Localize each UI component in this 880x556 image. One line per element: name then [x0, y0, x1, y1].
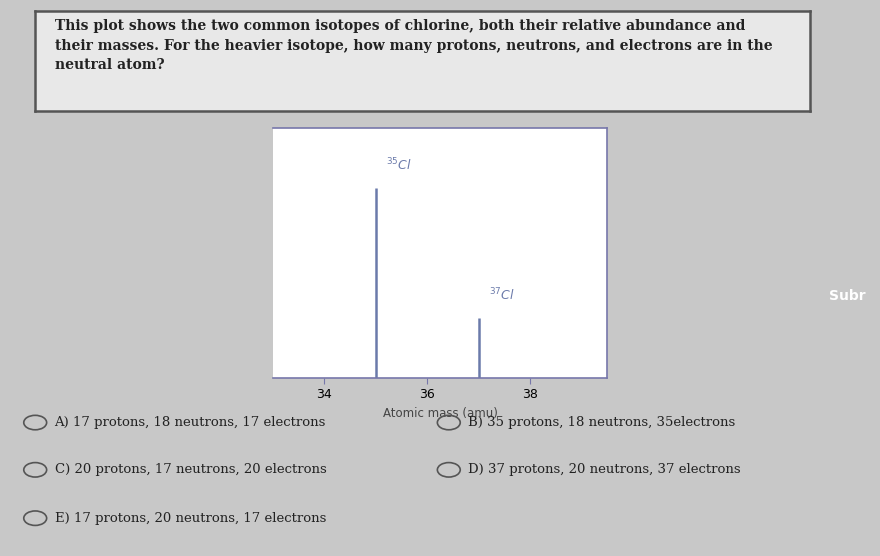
Text: C) 20 protons, 17 neutrons, 20 electrons: C) 20 protons, 17 neutrons, 20 electrons — [55, 463, 326, 476]
Text: B) 35 protons, 18 neutrons, 35electrons: B) 35 protons, 18 neutrons, 35electrons — [468, 416, 736, 429]
Text: $^{35}$Cl: $^{35}$Cl — [386, 156, 412, 173]
Text: D) 37 protons, 20 neutrons, 37 electrons: D) 37 protons, 20 neutrons, 37 electrons — [468, 463, 741, 476]
Text: A) 17 protons, 18 neutrons, 17 electrons: A) 17 protons, 18 neutrons, 17 electrons — [55, 416, 326, 429]
Text: E) 17 protons, 20 neutrons, 17 electrons: E) 17 protons, 20 neutrons, 17 electrons — [55, 512, 326, 525]
Text: $^{37}$Cl: $^{37}$Cl — [489, 286, 515, 303]
Text: This plot shows the two common isotopes of chlorine, both their relative abundan: This plot shows the two common isotopes … — [55, 19, 772, 72]
X-axis label: Atomic mass (amu): Atomic mass (amu) — [383, 407, 497, 420]
Text: Subr: Subr — [829, 289, 865, 303]
